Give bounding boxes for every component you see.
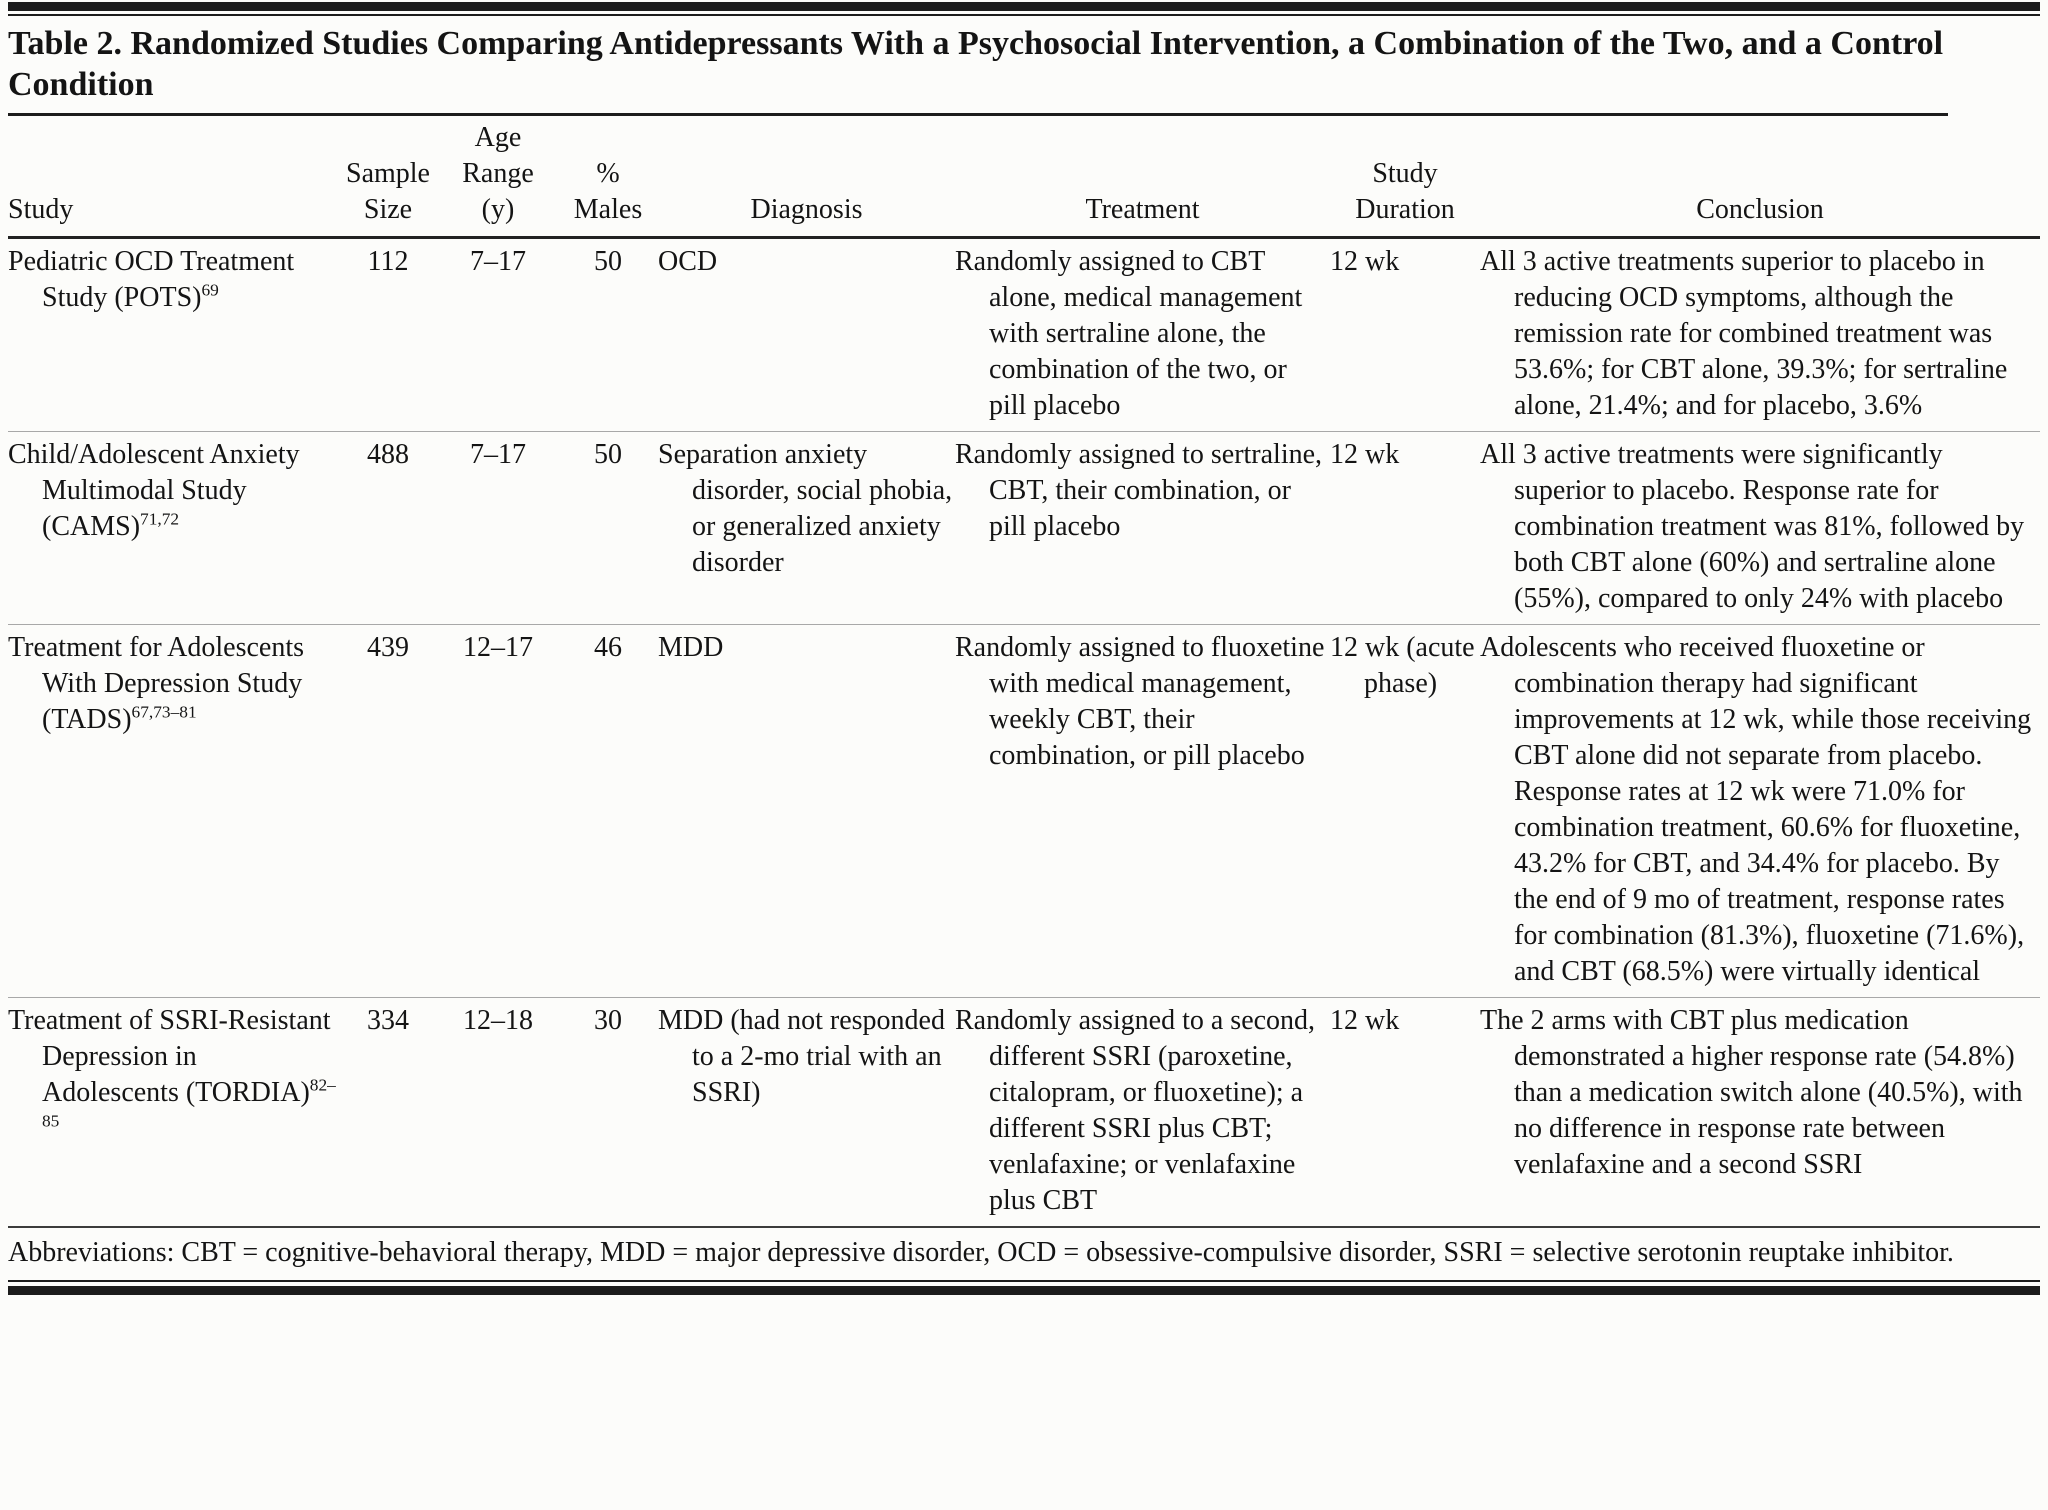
top-heavy-rule [8,2,2040,11]
col-header-diagnosis: Diagnosis [658,116,955,239]
cell-study: Child/Adolescent Anxiety Multimodal Stud… [8,431,338,625]
cell-duration: 12 wk [1330,246,1400,277]
table-row: Treatment for Adolescents With Depressio… [8,624,2040,998]
col-header-treatment: Treatment [955,116,1330,239]
cell-sample-size: 334 [338,997,438,1226]
table-row: Treatment of SSRI-Resistant Depression i… [8,997,2040,1226]
table-row: Child/Adolescent Anxiety Multimodal Stud… [8,431,2040,625]
cell-sample-size: 439 [338,624,438,998]
cell-pct-males: 50 [594,246,622,277]
header-row: Study Sample Size Age Range (y) % Males … [8,116,2040,239]
top-thin-rule [8,14,2040,16]
col-header-pct-males: % Males [558,116,658,239]
cell-sample-size: 112 [367,246,409,277]
study-reference: 67,73–81 [131,702,197,722]
study-reference: 82–85 [42,1075,336,1131]
cell-pct-males: 50 [558,431,658,625]
cell-sample-size: 488 [338,431,438,625]
cell-age-range: 7–17 [470,246,526,277]
cell-diagnosis: Separation anxiety disorder, social phob… [658,431,955,625]
study-name: Treatment of SSRI-Resistant Depression i… [8,1005,331,1108]
cell-conclusion: The 2 arms with CBT plus medication demo… [1480,997,2040,1226]
cell-conclusion: All 3 active treatments superior to plac… [1480,246,2008,421]
cell-treatment: Randomly assigned to fluoxetine with med… [955,624,1330,998]
table-row: Pediatric OCD Treatment Study (POTS)69 1… [8,238,2040,432]
cell-conclusion: All 3 active treatments were significant… [1480,431,2040,625]
cell-diagnosis: OCD [658,246,718,277]
cell-pct-males: 30 [558,997,658,1226]
col-header-duration: Study Duration [1330,116,1480,239]
study-reference: 71,72 [140,509,180,529]
cell-pct-males: 46 [558,624,658,998]
studies-table: Study Sample Size Age Range (y) % Males … [8,116,2040,1226]
study-name: Child/Adolescent Anxiety Multimodal Stud… [8,439,300,542]
study-reference: 69 [201,280,219,300]
cell-duration: 12 wk [1330,997,1480,1226]
cell-treatment: Randomly assigned to a second, different… [955,997,1330,1226]
col-header-age-range: Age Range (y) [438,116,558,239]
cell-treatment: Randomly assigned to CBT alone, medical … [955,246,1303,421]
abbreviations-footnote: Abbreviations: CBT = cognitive-behaviora… [8,1226,2040,1280]
cell-study: Treatment of SSRI-Resistant Depression i… [8,997,338,1226]
bottom-heavy-rule [8,1286,2040,1295]
table-title: Table 2. Randomized Studies Comparing An… [8,16,1948,116]
cell-diagnosis: MDD (had not responded to a 2-mo trial w… [658,997,955,1226]
study-name: Pediatric OCD Treatment Study (POTS) [8,246,295,313]
cell-study: Treatment for Adolescents With Depressio… [8,624,338,998]
cell-age-range: 12–18 [438,997,558,1226]
cell-duration: 12 wk (acute phase) [1330,624,1480,998]
cell-diagnosis: MDD [658,624,955,998]
study-name: Treatment for Adolescents With Depressio… [8,632,305,735]
cell-age-range: 7–17 [438,431,558,625]
cell-duration: 12 wk [1330,431,1480,625]
col-header-study: Study [8,116,338,239]
bottom-thin-rule [8,1280,2040,1282]
col-header-conclusion: Conclusion [1480,116,2040,239]
col-header-sample-size: Sample Size [338,116,438,239]
cell-treatment: Randomly assigned to sertraline, CBT, th… [955,431,1330,625]
cell-age-range: 12–17 [438,624,558,998]
cell-study: Pediatric OCD Treatment Study (POTS)69 [8,238,338,432]
cell-conclusion: Adolescents who received fluoxetine or c… [1480,624,2040,998]
